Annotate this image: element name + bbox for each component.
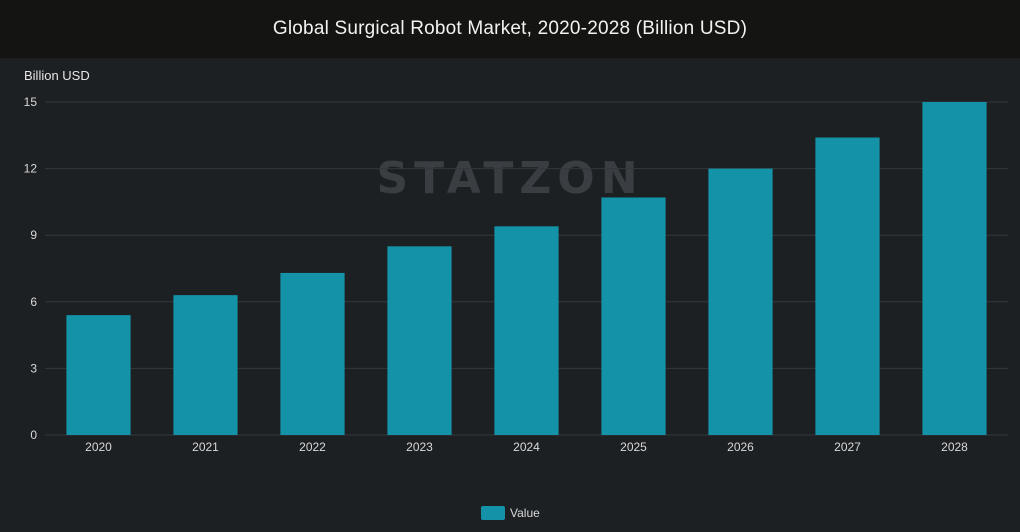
y-tick-label: 3 [30,361,37,375]
y-tick-label: 15 [24,95,38,109]
legend: Value [481,506,540,520]
legend-label: Value [510,506,540,520]
bar-2026 [708,168,773,435]
x-tick-label: 2023 [406,440,433,454]
x-tick-label: 2027 [834,440,861,454]
watermark-logo: STATZON [376,153,643,204]
bar-2025 [601,197,666,435]
bars [66,102,987,435]
bar-2027 [815,137,880,435]
bar-2021 [173,295,238,435]
y-axis-label: Billion USD [24,68,90,83]
y-axis-ticks: 0 3 6 9 12 15 [24,95,38,442]
y-tick-label: 12 [24,162,38,176]
y-tick-label: 0 [30,428,37,442]
x-tick-label: 2024 [513,440,540,454]
y-tick-label: 6 [30,295,37,309]
x-tick-label: 2028 [941,440,968,454]
x-tick-label: 2022 [299,440,326,454]
bar-2023 [387,246,452,435]
chart-title-bar: Global Surgical Robot Market, 2020-2028 … [0,0,1020,58]
x-tick-label: 2025 [620,440,647,454]
x-tick-label: 2026 [727,440,754,454]
x-axis-ticks: 2020 2021 2022 2023 2024 2025 2026 2027 2028 [85,440,968,454]
x-tick-label: 2020 [85,440,112,454]
bar-2022 [280,272,345,435]
legend-swatch [481,506,505,520]
y-tick-label: 9 [30,228,37,242]
bar-2020 [66,315,131,435]
bar-2024 [494,226,559,435]
chart-title: Global Surgical Robot Market, 2020-2028 … [272,18,748,39]
x-tick-label: 2021 [192,440,219,454]
bar-2028 [922,102,987,435]
